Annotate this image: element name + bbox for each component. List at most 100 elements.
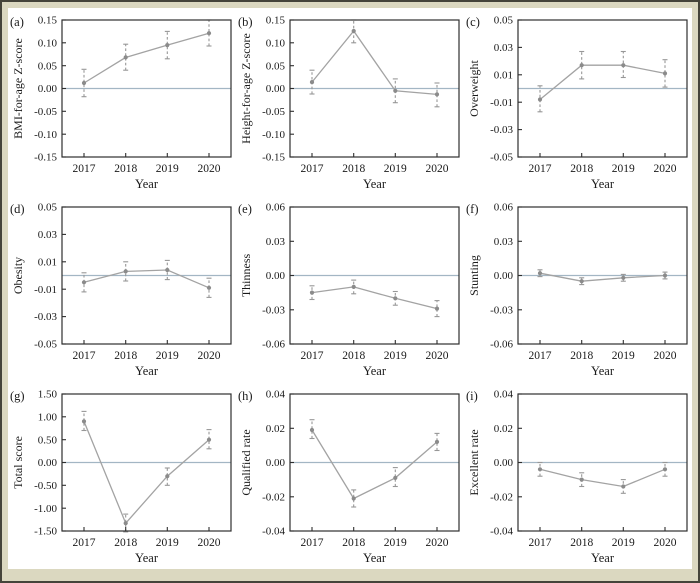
x-axis-title: Year <box>363 177 387 191</box>
figure-grid: 0.15 0.10 0.05 0.00 -0.05 -0.10 -0.15 2017 2018 2… <box>8 8 692 569</box>
svg-text:0.03: 0.03 <box>38 229 58 241</box>
svg-text:2017: 2017 <box>301 537 324 549</box>
svg-text:-0.05: -0.05 <box>262 106 285 118</box>
svg-text:0.00: 0.00 <box>266 83 286 95</box>
svg-text:1.00: 1.00 <box>38 411 58 423</box>
svg-text:2020: 2020 <box>654 537 677 549</box>
svg-text:2018: 2018 <box>570 537 593 549</box>
x-axis-ticks: 2017 2018 2019 2020 <box>301 527 449 549</box>
svg-text:2019: 2019 <box>612 350 635 362</box>
chart-canvas-f: 0.06 0.03 0.00 -0.03 -0.06 2017 2018 2019 2020 Ye… <box>466 202 688 378</box>
data-markers <box>537 467 668 489</box>
y-axis-title: Height-for-age Z-score <box>239 33 253 144</box>
svg-text:-0.50: -0.50 <box>34 480 57 492</box>
svg-text:0.00: 0.00 <box>38 83 58 95</box>
svg-text:-0.04: -0.04 <box>262 526 285 538</box>
svg-text:2017: 2017 <box>529 537 552 549</box>
svg-text:2020: 2020 <box>654 163 677 175</box>
svg-text:1.50: 1.50 <box>38 389 58 401</box>
x-axis-ticks: 2017 2018 2019 2020 <box>529 527 677 549</box>
svg-text:0.03: 0.03 <box>494 42 514 54</box>
svg-text:0.15: 0.15 <box>266 15 286 27</box>
error-bars <box>81 410 212 533</box>
svg-text:0.04: 0.04 <box>494 389 514 401</box>
svg-text:2017: 2017 <box>301 350 324 362</box>
y-axis-ticks: 0.05 0.03 0.01 -0.01 -0.03 -0.05 <box>490 15 522 164</box>
x-axis-title: Year <box>591 364 615 378</box>
svg-text:2019: 2019 <box>384 163 407 175</box>
x-axis-ticks: 2017 2018 2019 2020 <box>73 527 221 549</box>
svg-text:0.01: 0.01 <box>494 69 513 81</box>
svg-text:-0.10: -0.10 <box>262 129 285 141</box>
panel-label: (h) <box>238 389 253 403</box>
svg-text:0.00: 0.00 <box>494 457 514 469</box>
svg-text:-0.15: -0.15 <box>262 152 285 164</box>
svg-text:2017: 2017 <box>73 163 96 175</box>
x-axis-ticks: 2017 2018 2019 2020 <box>529 153 677 175</box>
svg-text:2020: 2020 <box>426 350 449 362</box>
x-axis-ticks: 2017 2018 2019 2020 <box>73 153 221 175</box>
error-bars <box>81 19 212 98</box>
svg-text:2017: 2017 <box>529 163 552 175</box>
svg-text:-0.05: -0.05 <box>34 106 57 118</box>
chart-panel-f: 0.06 0.03 0.00 -0.03 -0.06 2017 2018 2019 2020 Ye… <box>464 195 692 382</box>
svg-text:2019: 2019 <box>612 163 635 175</box>
x-axis-title: Year <box>363 551 387 565</box>
series-line <box>539 64 666 101</box>
error-bars <box>309 279 440 318</box>
svg-text:0.05: 0.05 <box>38 60 58 72</box>
panel-label: (f) <box>466 202 479 216</box>
svg-text:2020: 2020 <box>198 537 221 549</box>
y-axis-ticks: 0.15 0.10 0.05 0.00 -0.05 -0.10 -0.15 <box>34 15 66 164</box>
svg-text:2020: 2020 <box>198 163 221 175</box>
svg-text:0.03: 0.03 <box>266 236 286 248</box>
svg-text:2018: 2018 <box>570 350 593 362</box>
x-axis-title: Year <box>591 177 615 191</box>
svg-text:-0.03: -0.03 <box>34 311 57 323</box>
x-axis-ticks: 2017 2018 2019 2020 <box>301 340 449 362</box>
svg-text:0.00: 0.00 <box>266 457 286 469</box>
panel-label: (i) <box>466 389 478 403</box>
svg-text:-0.02: -0.02 <box>490 491 513 503</box>
y-axis-title: Total score <box>11 436 25 489</box>
svg-text:2019: 2019 <box>156 350 179 362</box>
data-markers <box>309 28 440 97</box>
svg-text:2018: 2018 <box>342 163 365 175</box>
chart-panel-d: 0.05 0.03 0.01 -0.01 -0.03 -0.05 2017 2018 2019 2… <box>8 195 236 382</box>
svg-text:2018: 2018 <box>570 163 593 175</box>
svg-text:2018: 2018 <box>342 537 365 549</box>
svg-text:-0.03: -0.03 <box>262 304 285 316</box>
chart-panel-e: 0.06 0.03 0.00 -0.03 -0.06 2017 2018 2019 2020 Ye… <box>236 195 464 382</box>
y-axis-title: Thinness <box>239 254 253 298</box>
error-bars <box>81 259 212 298</box>
y-axis-ticks: 0.05 0.03 0.01 -0.01 -0.03 -0.05 <box>34 202 66 351</box>
svg-text:0.05: 0.05 <box>266 60 286 72</box>
svg-text:0.00: 0.00 <box>38 457 58 469</box>
y-axis-title: Excellent rate <box>467 429 481 495</box>
panel-label: (d) <box>10 202 25 216</box>
svg-text:2019: 2019 <box>156 537 179 549</box>
error-bars <box>309 19 440 108</box>
chart-canvas-i: 0.04 0.02 0.00 -0.02 -0.04 2017 2018 2019 2020 Ye… <box>466 389 688 565</box>
y-axis-title: Qualified rate <box>239 429 253 495</box>
svg-text:2020: 2020 <box>198 350 221 362</box>
svg-text:0.02: 0.02 <box>266 423 285 435</box>
series-line <box>539 272 666 282</box>
svg-text:0.02: 0.02 <box>494 423 513 435</box>
svg-text:0.10: 0.10 <box>266 37 286 49</box>
y-axis-title: BMI-for-age Z-score <box>11 38 25 139</box>
svg-text:-0.03: -0.03 <box>490 304 513 316</box>
svg-text:2019: 2019 <box>384 350 407 362</box>
svg-text:-0.01: -0.01 <box>34 284 57 296</box>
y-axis-title: Stunting <box>467 255 481 296</box>
x-axis-title: Year <box>135 177 159 191</box>
panel-label: (c) <box>466 15 480 29</box>
svg-text:2020: 2020 <box>426 537 449 549</box>
x-axis-title: Year <box>591 551 615 565</box>
plot-box <box>61 206 232 345</box>
chart-panel-i: 0.04 0.02 0.00 -0.02 -0.04 2017 2018 2019 2020 Ye… <box>464 382 692 569</box>
